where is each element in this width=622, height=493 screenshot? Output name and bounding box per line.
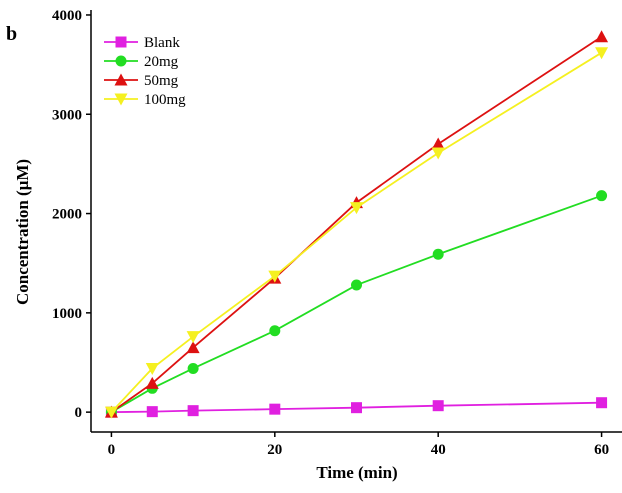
data-point-50mg (186, 341, 200, 354)
x-tick-label: 20 (267, 442, 282, 458)
legend-label-50mg: 50mg (144, 73, 179, 89)
data-point-100mg (268, 270, 282, 283)
y-tick-label: 3000 (52, 107, 82, 123)
legend-label-20mg: 20mg (144, 54, 179, 70)
data-point-20mg (351, 279, 362, 291)
legend-marker (115, 55, 127, 67)
data-point-blank (432, 400, 444, 412)
y-tick-label: 4000 (52, 8, 82, 24)
data-point-100mg (186, 331, 200, 344)
data-point-blank (187, 405, 199, 417)
data-point-blank (351, 402, 362, 414)
data-point-20mg (432, 248, 444, 260)
axes: 0 1000 2000 3000 4000 0 20 40 60 (52, 8, 622, 458)
legend-marker (114, 73, 128, 86)
y-axis-title: Concentration (μM) (13, 159, 32, 305)
data-point-20mg (596, 190, 608, 202)
panel-label: b (6, 23, 17, 45)
x-tick-label: 0 (108, 442, 116, 458)
data-point-50mg (145, 376, 159, 389)
y-tick-label: 0 (75, 405, 83, 421)
series-line-20mg (110, 194, 602, 413)
legend-marker (114, 93, 128, 106)
y-tick-label: 1000 (52, 306, 82, 322)
data-point-100mg (145, 362, 159, 375)
data-point-20mg (187, 362, 199, 374)
legend-label-100mg: 100mg (144, 92, 186, 108)
x-tick-label: 40 (431, 442, 446, 458)
series-100mg (104, 47, 609, 419)
legend-marker (115, 36, 127, 48)
series-blank (105, 397, 608, 418)
series-layer (104, 30, 609, 419)
data-point-50mg (595, 30, 609, 43)
data-point-100mg (104, 406, 118, 419)
data-point-100mg (431, 147, 445, 160)
legend-item-100mg: 100mg (104, 92, 186, 108)
data-point-blank (146, 406, 158, 418)
legend-item-50mg: 50mg (104, 73, 179, 89)
series-50mg (104, 30, 609, 418)
legend-item-20mg: 20mg (104, 54, 179, 70)
y-tick-label: 2000 (52, 207, 82, 223)
data-point-100mg (595, 47, 609, 60)
legend: Blank 20mg 50mg 100mg (104, 35, 186, 108)
x-tick-label: 60 (594, 442, 609, 458)
legend-label-blank: Blank (144, 35, 180, 51)
data-point-20mg (269, 325, 281, 337)
data-point-blank (269, 403, 281, 415)
x-axis-title: Time (min) (316, 463, 397, 482)
data-point-50mg (431, 137, 445, 150)
legend-item-blank: Blank (104, 35, 180, 51)
data-point-100mg (350, 202, 363, 215)
data-point-blank (596, 397, 608, 409)
series-20mg (105, 190, 608, 418)
